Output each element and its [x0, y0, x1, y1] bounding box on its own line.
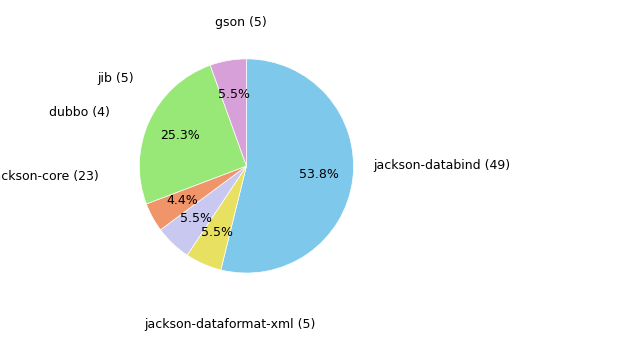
Text: gson (5): gson (5)	[215, 16, 267, 29]
Text: jackson-dataformat-xml (5): jackson-dataformat-xml (5)	[145, 318, 316, 331]
Wedge shape	[140, 65, 246, 204]
Text: jackson-core (23): jackson-core (23)	[0, 170, 99, 183]
Text: 5.5%: 5.5%	[218, 88, 250, 101]
Wedge shape	[161, 166, 246, 255]
Wedge shape	[210, 59, 246, 166]
Wedge shape	[147, 166, 246, 230]
Text: 4.4%: 4.4%	[166, 195, 198, 207]
Text: 25.3%: 25.3%	[161, 129, 200, 142]
Text: 53.8%: 53.8%	[299, 168, 339, 181]
Text: 5.5%: 5.5%	[201, 226, 233, 239]
Wedge shape	[187, 166, 246, 270]
Wedge shape	[221, 59, 353, 273]
Text: dubbo (4): dubbo (4)	[49, 106, 109, 119]
Text: 5.5%: 5.5%	[180, 212, 212, 225]
Text: jackson-databind (49): jackson-databind (49)	[373, 159, 510, 173]
Text: jib (5): jib (5)	[97, 72, 134, 85]
